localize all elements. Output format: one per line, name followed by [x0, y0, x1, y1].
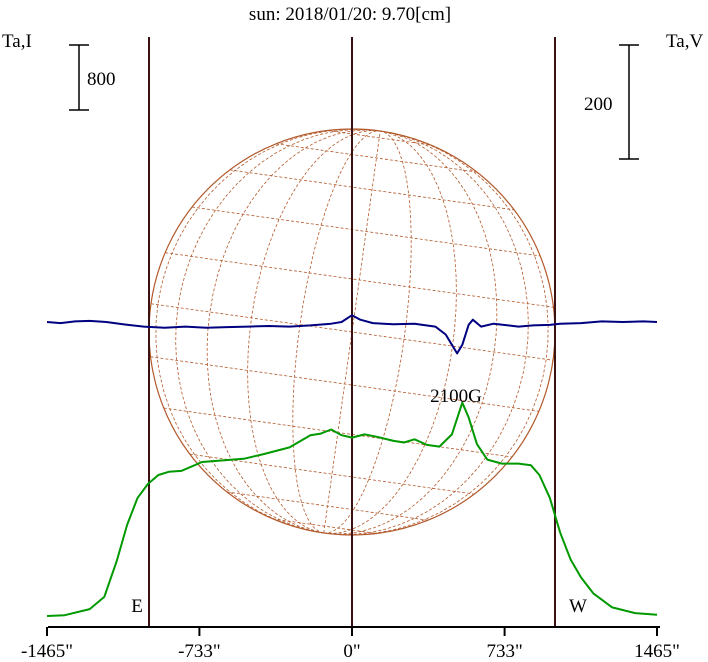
x-axis-ticks: -1465" -733" 0" 733" 1465" [21, 627, 680, 662]
meridian-line [323, 130, 498, 535]
meridian-line [292, 130, 381, 534]
x-tick-label: -1465" [21, 641, 73, 662]
parallel-line [272, 518, 377, 534]
x-tick-label: 1465" [634, 641, 680, 662]
x-tick-label: -733" [178, 641, 221, 662]
parallel-line [165, 252, 554, 308]
east-limb-label: E [131, 596, 143, 617]
scan-curves [46, 314, 658, 617]
meridian-line [323, 130, 457, 534]
scale-label-left: 800 [87, 69, 116, 90]
parallel-line [150, 356, 539, 412]
west-limb-label: W [569, 596, 587, 617]
polarization-curve [46, 314, 658, 355]
meridian-line [323, 130, 529, 535]
parallel-line [327, 130, 432, 146]
scale-bar-right [619, 44, 639, 160]
scale-bar-left [69, 44, 89, 111]
parallel-line [229, 169, 515, 211]
meridian-line [323, 130, 412, 534]
meridian-line [247, 130, 381, 534]
parallel-line [227, 491, 428, 521]
intensity-curve [46, 401, 658, 617]
scale-label-right: 200 [584, 94, 613, 115]
y-label-left: Ta,I [2, 31, 32, 52]
meridian-line [155, 128, 381, 534]
parallel-line [189, 453, 475, 495]
parallel-line [191, 206, 541, 257]
chart-title: sun: 2018/01/20: 9.70[cm] [249, 4, 451, 25]
meridian-line [206, 129, 381, 534]
meridian-line [323, 130, 549, 536]
annotation-label: 2100G [430, 386, 482, 407]
x-tick-label: 0" [343, 641, 360, 662]
y-label-right: Ta,V [666, 31, 703, 52]
x-tick-label: 733" [486, 641, 522, 662]
parallel-line [276, 143, 477, 173]
limb-center-lines [148, 37, 556, 627]
